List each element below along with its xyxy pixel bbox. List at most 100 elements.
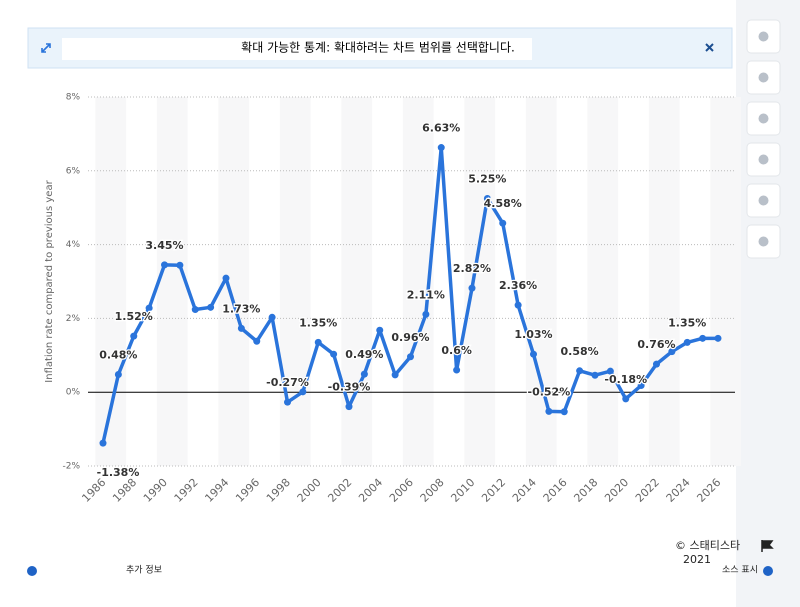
data-point[interactable]: [530, 350, 537, 358]
data-point[interactable]: [268, 313, 276, 321]
data-label: 2.11%: [407, 288, 445, 301]
data-label: 1.03%: [514, 328, 552, 341]
data-point[interactable]: [422, 310, 430, 318]
data-point[interactable]: [176, 261, 184, 269]
data-label: 0.6%: [441, 344, 472, 357]
data-point[interactable]: [330, 350, 338, 358]
data-label: -1.38%: [97, 466, 140, 479]
column-band: [525, 97, 557, 466]
data-label: 2.82%: [453, 262, 491, 275]
column-band: [279, 97, 311, 466]
banner-text: 확대 가능한 통계: 확대하려는 차트 범위를 선택합니다.: [241, 41, 515, 55]
data-label: -0.39%: [328, 381, 371, 394]
sidebar-icon: [758, 154, 769, 165]
data-point[interactable]: [376, 326, 384, 334]
data-point[interactable]: [161, 261, 168, 269]
copyright-year: 2021: [683, 553, 711, 566]
data-point[interactable]: [668, 348, 676, 356]
data-point[interactable]: [114, 370, 122, 378]
data-point[interactable]: [237, 324, 245, 332]
data-label: 0.49%: [345, 348, 383, 361]
data-label: -0.52%: [528, 385, 571, 398]
column-band: [587, 97, 619, 466]
data-label: -0.18%: [604, 373, 647, 386]
data-point[interactable]: [576, 367, 584, 375]
banner-field: [62, 38, 532, 60]
data-point[interactable]: [191, 306, 199, 314]
sidebar: [746, 19, 781, 259]
column-band: [156, 97, 188, 466]
sidebar-icon: [758, 113, 769, 124]
data-point[interactable]: [253, 337, 261, 345]
data-point[interactable]: [683, 338, 691, 346]
copyright: © 스태티스타: [675, 539, 740, 552]
data-point[interactable]: [468, 284, 476, 292]
data-point[interactable]: [606, 367, 614, 375]
data-point[interactable]: [299, 388, 307, 396]
data-label: 0.96%: [391, 331, 429, 344]
sidebar-icon: [758, 236, 769, 247]
data-label: 1.35%: [668, 316, 706, 329]
close-button[interactable]: [705, 43, 714, 52]
y-tick-label: -2%: [62, 462, 80, 472]
data-point[interactable]: [130, 332, 138, 340]
data-label: 3.45%: [145, 239, 183, 252]
sidebar-icon: [758, 31, 769, 42]
data-label: 4.58%: [484, 197, 522, 210]
y-tick-label: 6%: [66, 166, 81, 176]
plot: -2% 0% 2% 4% 6% 8% Inflation rate compared to …: [44, 93, 742, 505]
y-tick-label: 8%: [66, 93, 81, 103]
column-band: [710, 97, 742, 466]
column-band: [341, 97, 373, 466]
y-axis-label: Inflation rate compared to previous year: [44, 179, 55, 382]
data-point[interactable]: [99, 439, 107, 447]
data-label: 2.36%: [499, 279, 537, 292]
data-point[interactable]: [345, 403, 353, 411]
data-point[interactable]: [453, 366, 461, 374]
sidebar-icon: [758, 195, 769, 206]
data-point[interactable]: [222, 274, 230, 282]
info-icon[interactable]: [27, 566, 37, 576]
data-point[interactable]: [545, 407, 553, 415]
source-icon[interactable]: [763, 566, 773, 576]
more-info[interactable]: 추가 정보: [126, 565, 162, 576]
sidebar-icon: [758, 72, 769, 83]
data-point[interactable]: [391, 371, 399, 379]
column-band: [648, 97, 680, 466]
data-label: 1.35%: [299, 316, 337, 329]
data-label: -0.27%: [266, 376, 309, 389]
data-label: 0.48%: [99, 348, 137, 361]
data-point[interactable]: [407, 353, 414, 361]
data-label: 0.58%: [561, 345, 599, 358]
y-tick-label: 2%: [66, 314, 81, 324]
data-point[interactable]: [483, 194, 491, 202]
data-point[interactable]: [714, 334, 722, 342]
data-label: 5.25%: [468, 172, 506, 185]
data-point[interactable]: [314, 338, 322, 346]
data-point[interactable]: [653, 360, 660, 368]
source-link[interactable]: 소스 표시: [722, 565, 758, 576]
data-label: 1.52%: [115, 310, 153, 323]
y-tick-label: 4%: [66, 240, 81, 250]
data-label: 0.76%: [637, 338, 675, 351]
data-label: 1.73%: [222, 302, 260, 315]
data-point[interactable]: [499, 219, 507, 227]
column-band: [464, 97, 496, 466]
data-point[interactable]: [437, 144, 445, 152]
data-point[interactable]: [145, 304, 153, 312]
data-point[interactable]: [207, 303, 215, 311]
flag-icon[interactable]: [761, 540, 774, 552]
expand-icon[interactable]: [41, 43, 51, 53]
y-tick-label: 0%: [66, 388, 81, 398]
data-point[interactable]: [560, 408, 568, 416]
data-point[interactable]: [284, 398, 291, 406]
data-point[interactable]: [637, 382, 645, 390]
data-point[interactable]: [622, 395, 630, 403]
data-point[interactable]: [591, 371, 599, 379]
data-label: 6.63%: [422, 122, 460, 135]
data-point[interactable]: [699, 334, 707, 342]
data-point[interactable]: [360, 370, 368, 378]
data-point[interactable]: [514, 301, 522, 309]
